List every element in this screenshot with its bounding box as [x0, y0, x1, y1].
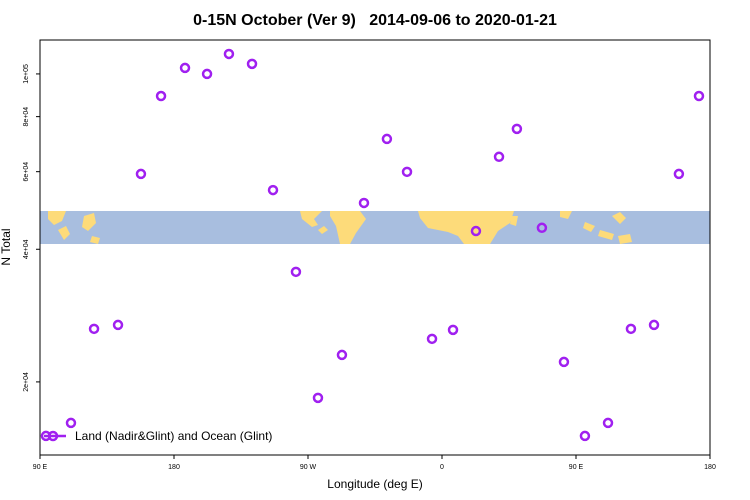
data-point	[381, 133, 393, 145]
data-point	[426, 333, 438, 345]
data-point	[579, 430, 591, 442]
data-point	[401, 166, 413, 178]
data-point	[648, 319, 660, 331]
x-tick-label: 90 W	[300, 464, 317, 471]
data-point	[246, 58, 258, 70]
data-point	[290, 266, 302, 278]
data-point	[267, 184, 279, 196]
x-tick-label: 90 E	[33, 464, 48, 471]
plot-frame	[39, 39, 711, 456]
data-point	[558, 356, 570, 368]
data-point	[625, 323, 637, 335]
x-axis-label: Longitude (deg E)	[327, 477, 422, 491]
data-point	[673, 168, 685, 180]
data-point	[312, 392, 324, 404]
y-tick-label: 4e+04	[23, 239, 30, 259]
data-point	[65, 417, 77, 429]
x-tick-label: 180	[168, 464, 180, 471]
data-point	[470, 225, 482, 237]
data-point	[135, 168, 147, 180]
data-point	[336, 349, 348, 361]
data-point	[112, 319, 124, 331]
y-axis-label: N Total	[0, 228, 13, 265]
data-point	[693, 90, 705, 102]
x-tick-label: 90 E	[569, 464, 584, 471]
x-tick-label: 0	[440, 464, 444, 471]
x-tick-label: 180	[704, 464, 716, 471]
data-point	[536, 222, 548, 234]
data-point	[88, 323, 100, 335]
y-tick-label: 1e+05	[23, 64, 30, 84]
legend-label: Land (Nadir&Glint) and Ocean (Glint)	[75, 429, 272, 443]
data-point	[179, 62, 191, 74]
legend-swatch	[47, 430, 59, 442]
y-tick-label: 8e+04	[23, 107, 30, 127]
chart-title: 0-15N October (Ver 9) 2014-09-06 to 2020…	[193, 12, 557, 29]
y-tick-label: 2e+04	[23, 372, 30, 392]
data-point	[447, 324, 459, 336]
data-point	[223, 48, 235, 60]
map-band	[40, 211, 710, 244]
data-point	[511, 123, 523, 135]
data-point	[602, 417, 614, 429]
y-tick-label: 6e+04	[23, 162, 30, 182]
data-point	[493, 151, 505, 163]
data-point	[155, 90, 167, 102]
data-point	[201, 68, 213, 80]
data-point	[358, 197, 370, 209]
